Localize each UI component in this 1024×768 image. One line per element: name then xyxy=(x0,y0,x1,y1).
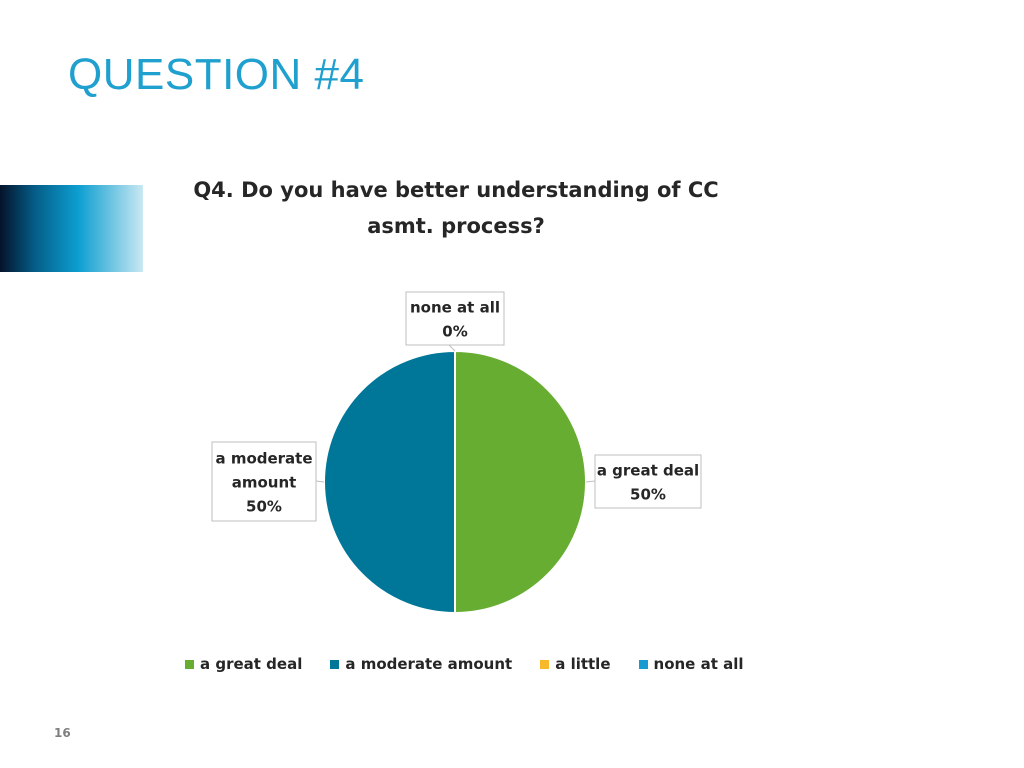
data-label-box-none-at-all xyxy=(405,291,505,346)
data-label-text-a-moderate-amount: amount xyxy=(232,474,297,492)
page-number: 16 xyxy=(54,726,71,740)
legend-label-a-great-deal: a great deal xyxy=(200,655,303,673)
data-label-box-a-great-deal xyxy=(594,454,702,509)
data-label-box-a-moderate-amount xyxy=(211,441,317,522)
legend-label-none-at-all: none at all xyxy=(653,655,744,673)
chart-title: Q4. Do you have better understanding of … xyxy=(180,172,732,244)
chart-title-line-2: asmt. process? xyxy=(367,214,545,238)
legend-label-a-moderate-amount: a moderate amount xyxy=(345,655,513,673)
chart-legend: a great deal a moderate amount a little … xyxy=(185,655,772,673)
data-label-text-a-moderate-amount: 50% xyxy=(246,498,282,516)
legend-swatch-a-little xyxy=(540,659,550,669)
legend-swatch-a-great-deal xyxy=(185,659,194,669)
data-label-text-a-moderate-amount: a moderate xyxy=(215,450,312,468)
pie-slice-a-moderate-amount xyxy=(323,349,456,615)
legend-item-a-great-deal: a great deal xyxy=(185,655,302,673)
decorative-gradient-bar xyxy=(0,185,143,272)
data-label-leader-a-moderate-amount xyxy=(315,480,325,483)
legend-item-a-moderate-amount: a moderate amount xyxy=(330,655,512,673)
legend-item-none-at-all: none at all xyxy=(638,655,744,673)
data-label-text-none-at-all: 0% xyxy=(442,323,467,341)
data-label-leader-none-at-all xyxy=(448,344,456,352)
data-label-text-a-great-deal: a great deal xyxy=(597,462,699,480)
legend-item-a-little: a little xyxy=(540,655,611,673)
data-label-leader-a-great-deal xyxy=(585,480,596,483)
data-label-text-a-great-deal: 50% xyxy=(630,486,666,504)
data-label-text-none-at-all: none at all xyxy=(410,299,500,317)
slide-title: QUESTION #4 xyxy=(68,50,365,99)
pie-slice-a-great-deal xyxy=(454,349,587,615)
chart-title-line-1: Q4. Do you have better understanding of … xyxy=(193,178,719,202)
legend-label-a-little: a little xyxy=(555,655,611,673)
legend-swatch-a-moderate-amount xyxy=(330,659,340,669)
legend-swatch-none-at-all xyxy=(638,659,648,669)
